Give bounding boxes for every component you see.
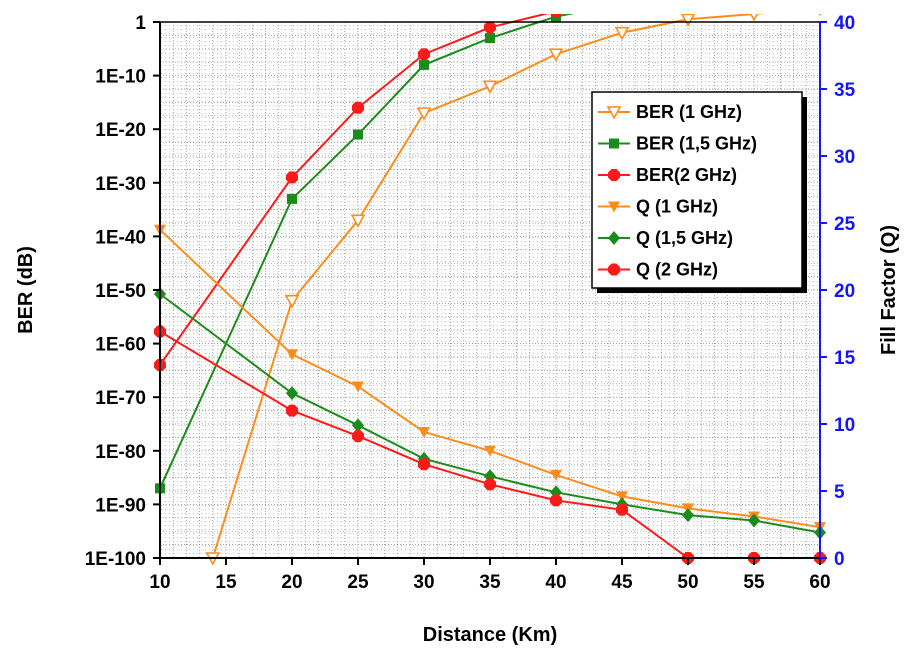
- y-right-tick-label: 40: [834, 13, 855, 34]
- x-tick-label: 55: [743, 572, 765, 593]
- data-point: [616, 503, 628, 516]
- data-point: [350, 214, 366, 228]
- data-point: [352, 381, 364, 393]
- data-point: [484, 478, 496, 491]
- data-point: [352, 101, 364, 114]
- data-point: [485, 33, 495, 44]
- legend-marker: [608, 169, 620, 181]
- y-left-tick-label: 1E-80: [95, 442, 146, 463]
- data-point: [286, 386, 298, 401]
- y-right-tick-label: 35: [834, 80, 856, 101]
- data-point: [484, 21, 496, 34]
- axes: 10 15 20 25 30 35 40 45 50 55 601E-1001E-901E-801E…: [85, 13, 856, 593]
- y-right-tick-label: 10: [834, 415, 855, 436]
- y-right-tick-label: 30: [834, 147, 855, 168]
- data-point: [418, 48, 430, 61]
- legend-marker: [608, 231, 620, 245]
- data-point: [550, 469, 562, 481]
- legend-marker: [608, 201, 620, 213]
- data-point: [614, 26, 630, 41]
- x-tick-label: 50: [677, 572, 698, 593]
- series-line: [159, 228, 821, 529]
- legend-item: Q (1 GHz): [598, 197, 718, 217]
- data-point: [617, 0, 627, 8]
- legend-marker: [606, 106, 622, 120]
- x-tick-label: 35: [479, 572, 501, 593]
- legend-label: BER (1,5 GHz): [636, 134, 757, 154]
- data-point: [682, 508, 694, 523]
- data-point: [284, 294, 300, 309]
- legend-label: BER(2 GHz): [636, 165, 737, 185]
- y-axis-left-title: BER (dB): [15, 246, 37, 334]
- y-left-tick-label: 1: [135, 13, 146, 34]
- data-point: [551, 14, 561, 22]
- y-right-tick-label: 15: [834, 348, 856, 369]
- x-axis-title: Distance (Km): [423, 624, 557, 646]
- y-left-tick-label: 1E-70: [95, 388, 146, 409]
- legend-label: Q (1,5 GHz): [636, 228, 733, 248]
- data-point: [749, 14, 759, 22]
- series-3: [154, 224, 826, 534]
- x-tick-label: 15: [215, 572, 237, 593]
- legend-item: Q (2 GHz): [598, 260, 718, 280]
- data-point: [616, 491, 628, 503]
- y-right-tick-label: 25: [834, 214, 856, 235]
- data-point: [353, 129, 363, 140]
- legend-label: Q (2 GHz): [636, 260, 718, 280]
- legend: BER (1 GHz) BER (1,5 GHz) BER(2 GHz) Q (1 G…: [591, 91, 807, 293]
- x-tick-label: 10: [149, 572, 170, 593]
- x-tick-label: 60: [809, 572, 830, 593]
- legend-item: BER (1 GHz): [598, 102, 742, 122]
- data-point: [616, 0, 628, 4]
- series-line: [159, 14, 574, 489]
- data-point: [748, 513, 760, 528]
- data-point: [680, 14, 696, 27]
- data-point: [418, 458, 430, 471]
- legend-marker: [608, 263, 620, 276]
- legend-label: BER (1 GHz): [636, 102, 742, 122]
- y-left-tick-label: 1E-90: [95, 495, 146, 516]
- legend-item: BER (1,5 GHz): [598, 134, 757, 154]
- series-line: [211, 14, 767, 559]
- data-point: [286, 349, 298, 361]
- data-point: [286, 404, 298, 417]
- y-left-tick-label: 1E-40: [95, 227, 146, 248]
- data-point: [418, 427, 430, 439]
- y-left-tick-label: 1E-30: [95, 174, 146, 195]
- y-left-tick-label: 1E-50: [95, 281, 146, 302]
- y-axis-right-title: Fill Factor (Q): [878, 225, 900, 355]
- data-point: [287, 193, 297, 204]
- data-point: [419, 59, 429, 70]
- data-point: [548, 48, 564, 62]
- legend-marker: [609, 138, 619, 149]
- x-tick-label: 40: [545, 572, 566, 593]
- y-right-tick-label: 0: [834, 549, 845, 570]
- x-tick-label: 45: [611, 572, 633, 593]
- data-point: [818, 14, 822, 17]
- data-point: [352, 430, 364, 443]
- legend-label: Q (1 GHz): [636, 197, 718, 217]
- y-right-tick-label: 20: [834, 281, 855, 302]
- y-right-tick-label: 5: [834, 482, 845, 503]
- data-point: [352, 418, 364, 433]
- x-tick-label: 30: [413, 572, 434, 593]
- x-tick-label: 25: [347, 572, 369, 593]
- legend-item: BER(2 GHz): [598, 165, 737, 185]
- series-line: [159, 14, 550, 366]
- series-line: [159, 293, 821, 534]
- data-point: [484, 445, 496, 457]
- data-point: [416, 107, 432, 121]
- y-left-tick-label: 1E-100: [85, 549, 146, 570]
- data-point: [286, 171, 298, 184]
- x-tick-label: 20: [281, 572, 302, 593]
- data-point: [550, 494, 562, 507]
- y-left-tick-label: 1E-10: [95, 67, 146, 88]
- legend-box: [591, 91, 803, 289]
- legend-item: Q (1,5 GHz): [598, 228, 733, 248]
- y-left-tick-label: 1E-60: [95, 335, 146, 356]
- data-point: [482, 80, 498, 94]
- data-point: [550, 14, 562, 18]
- y-left-tick-label: 1E-20: [95, 120, 146, 141]
